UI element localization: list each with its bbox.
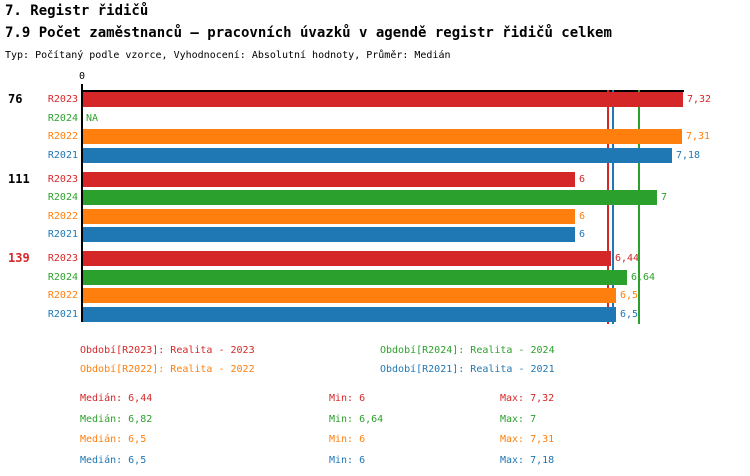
stat-min-r2024: Min: 6,64 <box>329 414 384 425</box>
value-label-r2022: 6 <box>579 210 586 222</box>
series-label-r2024: R2024 <box>47 112 78 124</box>
bar-r2022 <box>83 208 575 224</box>
stat-min-r2022: Min: 6 <box>329 434 366 445</box>
series-label-r2022: R2022 <box>47 131 78 142</box>
legend-item-r2023: Období[R2023]: Realita - 2023 <box>80 345 255 356</box>
median-line-r2024 <box>638 90 640 324</box>
bar-r2022 <box>83 288 616 303</box>
page-title: 7. Registr řidičů <box>5 3 149 19</box>
bar-r2023 <box>83 251 611 266</box>
legend-item-r2022: Období[R2022]: Realita - 2022 <box>80 364 255 375</box>
group-label: 139 <box>8 251 30 265</box>
value-label-r2021: 6,5 <box>620 308 639 320</box>
stat-median-r2023: Medián: 6,44 <box>80 393 153 404</box>
chart-type-line: Typ: Počítaný podle vzorce, Vyhodnocení:… <box>5 50 451 61</box>
series-label-r2024: R2024 <box>47 271 78 283</box>
stat-max-r2022: Max: 7,31 <box>500 434 555 445</box>
bar-r2021 <box>83 306 616 322</box>
series-label-r2024: R2024 <box>47 192 78 203</box>
series-label-r2021: R2021 <box>47 149 78 161</box>
series-label-r2023: R2023 <box>47 94 78 105</box>
value-label-r2023: 7,32 <box>687 94 712 105</box>
x-axis-line <box>81 90 684 92</box>
series-label-r2023: R2023 <box>47 173 78 185</box>
stat-min-r2021: Min: 6 <box>329 455 366 466</box>
axis-zero-label: 0 <box>78 71 86 82</box>
stat-median-r2022: Medián: 6,5 <box>80 434 147 445</box>
bar-r2021 <box>83 147 672 163</box>
value-label-r2024: 6,64 <box>631 271 656 283</box>
stat-min-r2023: Min: 6 <box>329 393 366 404</box>
value-label-r2021: 7,18 <box>676 149 701 161</box>
group-label: 111 <box>8 171 30 186</box>
series-label-r2023: R2023 <box>47 253 78 264</box>
value-label-r2021: 6 <box>579 229 586 240</box>
legend-item-r2024: Období[R2024]: Realita - 2024 <box>380 345 555 356</box>
stat-max-r2021: Max: 7,18 <box>500 455 555 466</box>
value-label-r2023: 6 <box>579 173 586 185</box>
value-label-r2022: 7,31 <box>686 131 711 142</box>
value-label-r2023: 6,44 <box>615 253 640 264</box>
bar-r2024 <box>83 269 627 285</box>
median-line-r2021 <box>612 90 614 324</box>
stat-median-r2021: Medián: 6,5 <box>80 455 147 466</box>
bar-r2023 <box>83 171 575 187</box>
legend-item-r2021: Období[R2021]: Realita - 2021 <box>380 364 555 375</box>
bar-r2021 <box>83 227 575 242</box>
series-label-r2021: R2021 <box>47 308 78 320</box>
bar-r2022 <box>83 129 682 144</box>
stat-median-r2024: Medián: 6,82 <box>80 414 153 425</box>
value-label-r2024: 7 <box>661 192 668 203</box>
series-label-r2021: R2021 <box>47 229 78 240</box>
median-line-r2023 <box>607 90 609 324</box>
group-label: 76 <box>8 92 23 106</box>
chart-title: 7.9 Počet zaměstnanců – pracovních úvazk… <box>5 25 612 41</box>
series-label-r2022: R2022 <box>47 210 78 222</box>
stat-max-r2023: Max: 7,32 <box>500 393 555 404</box>
stat-max-r2024: Max: 7 <box>500 414 537 425</box>
series-label-r2022: R2022 <box>47 290 78 301</box>
value-label-r2022: 6,5 <box>620 290 639 301</box>
bar-r2024 <box>83 190 657 205</box>
bar-r2023 <box>83 92 683 107</box>
value-label-r2024: NA <box>86 112 99 124</box>
y-axis-line <box>81 84 83 322</box>
